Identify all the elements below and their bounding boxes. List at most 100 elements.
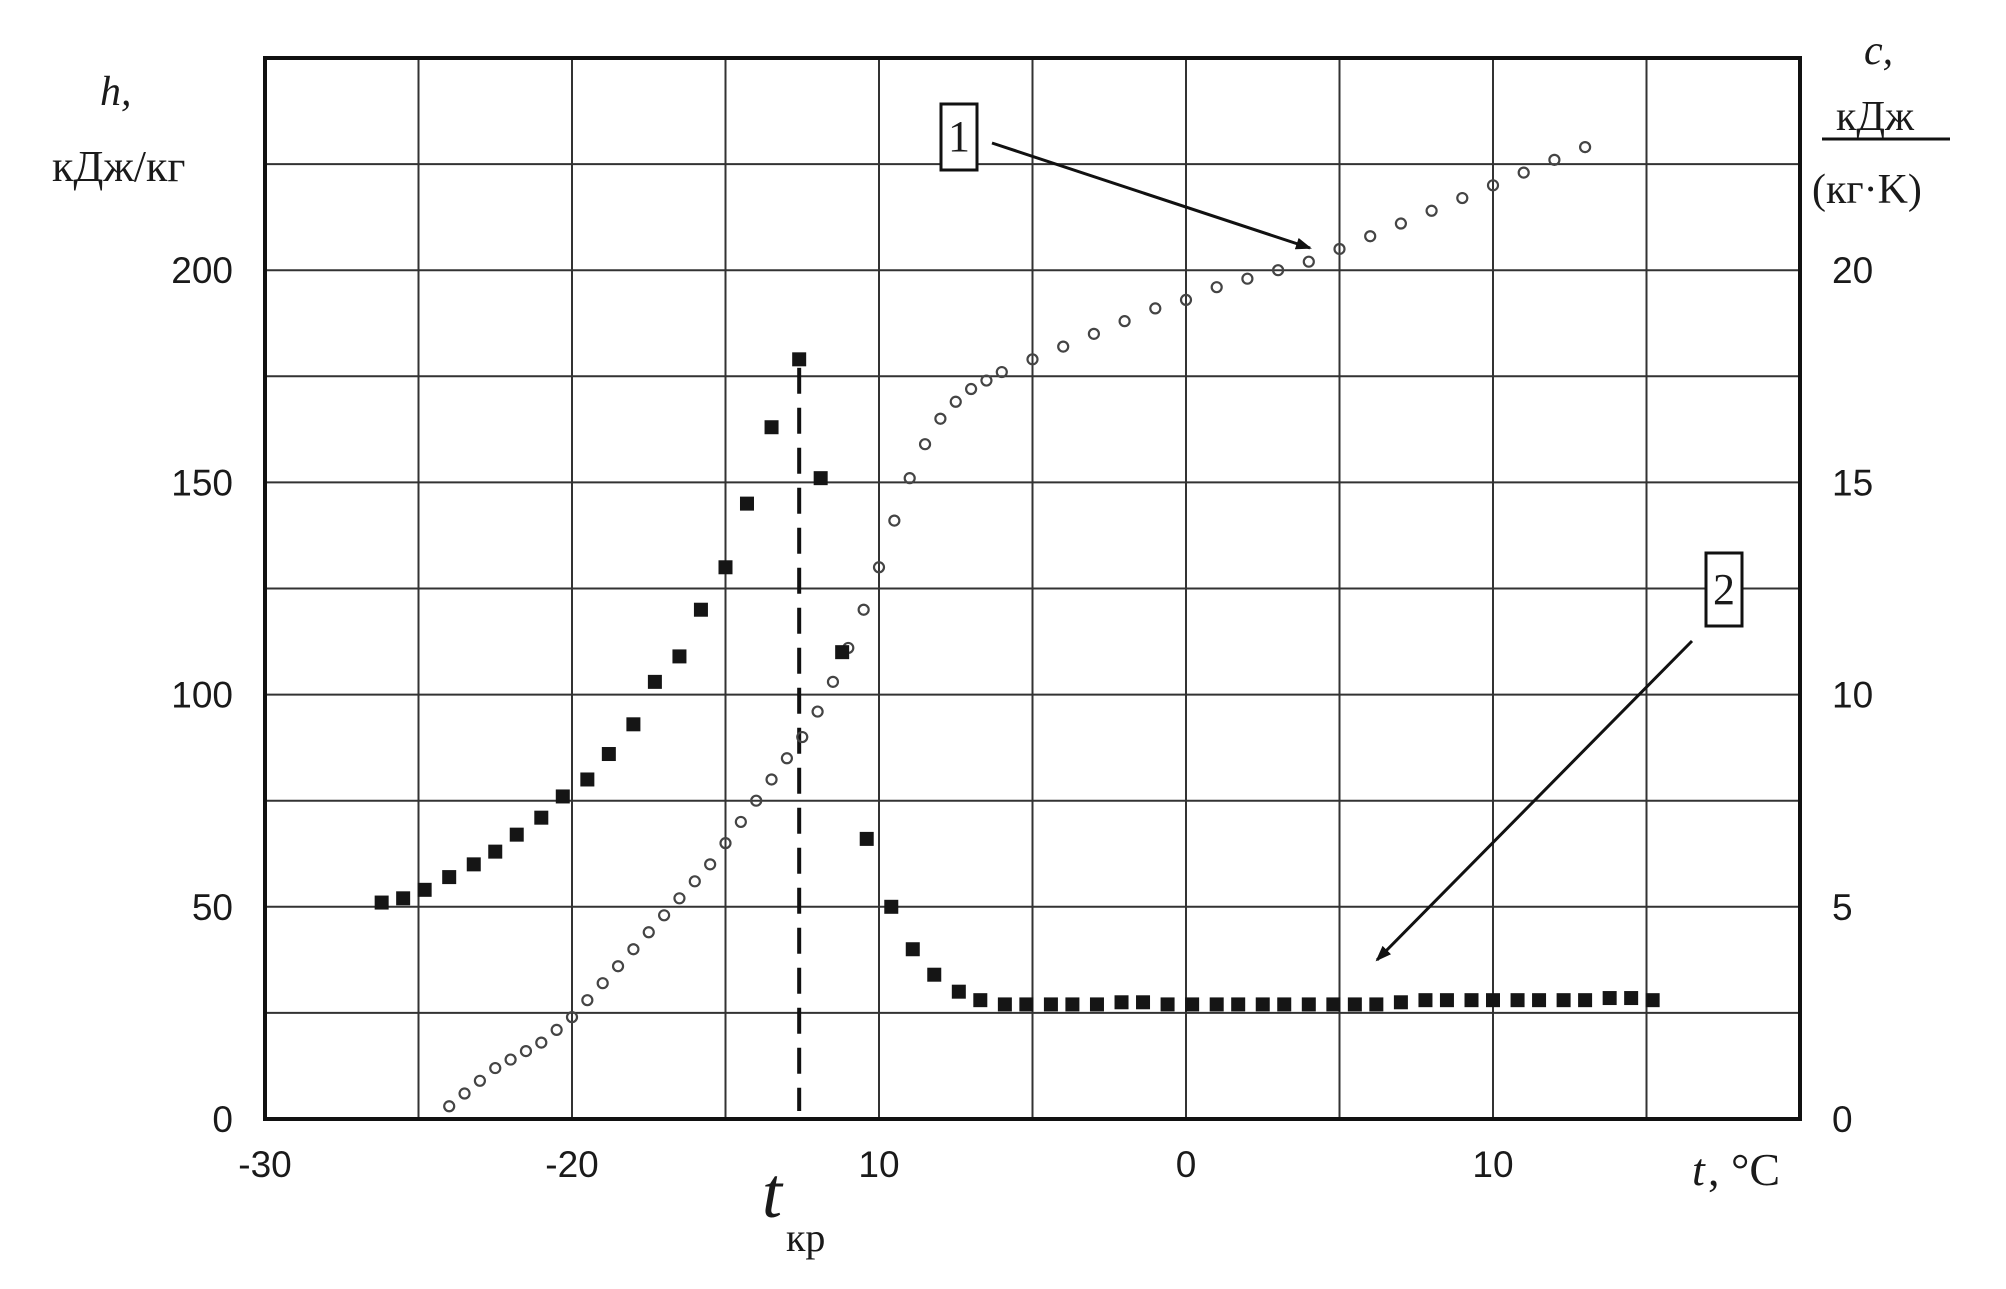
series-1-point [1394, 217, 1408, 230]
series-1-point [1057, 340, 1070, 353]
y-right-tick-label: 10 [1832, 675, 1873, 716]
series-2-point [1160, 997, 1175, 1012]
series-1-point [1179, 293, 1193, 307]
series-2-point [374, 895, 389, 910]
series-1-point [1241, 272, 1254, 285]
series-2-heat-capacity [374, 352, 1660, 1012]
series-1-point [826, 675, 840, 688]
series-1-point [1548, 153, 1561, 166]
series-2-point [1136, 995, 1151, 1010]
series-2-point [534, 810, 549, 825]
series-1-point [458, 1087, 471, 1100]
series-2-point [1114, 995, 1129, 1010]
series-1-point [1517, 166, 1530, 179]
series-1-point [535, 1036, 548, 1049]
series-1-point [519, 1044, 533, 1058]
callout-1-label: 1 [948, 112, 970, 161]
series-2-point [1089, 997, 1104, 1012]
series-2-point [859, 831, 874, 846]
critical-temp-label-main: t [762, 1153, 784, 1233]
y-right-tick-label: 15 [1832, 462, 1873, 503]
series-1-point [811, 705, 824, 718]
series-2-point [997, 997, 1012, 1012]
x-label-var: t [1692, 1144, 1706, 1195]
series-2-point [1369, 997, 1384, 1012]
series-1-point [1333, 242, 1346, 256]
series-2-point [813, 471, 828, 486]
series-2-point [1255, 997, 1270, 1012]
y-right-label-num: кДж [1836, 94, 1915, 140]
series-2-point [417, 882, 432, 897]
series-1-point [1118, 315, 1131, 328]
series-1-point [1149, 302, 1162, 315]
series-2-point [1486, 993, 1500, 1008]
series-1-point [765, 773, 778, 786]
x-tick-label: 0 [1176, 1144, 1197, 1185]
series-2-point [580, 772, 595, 787]
series-1-point [1087, 327, 1101, 340]
callouts: 12 [939, 102, 1744, 962]
series-2-point [1326, 997, 1341, 1012]
series-1-point [903, 472, 916, 485]
series-1-point [688, 875, 701, 888]
x-tick-label: 10 [858, 1144, 899, 1185]
series-1-point [964, 382, 978, 396]
series-2-point [1624, 991, 1639, 1006]
critical-temp-label-sub: кр [786, 1215, 825, 1260]
series-1-point [1302, 255, 1315, 268]
series-1-point [872, 561, 886, 574]
x-tick-label: -20 [545, 1144, 598, 1185]
series-2-point [1209, 997, 1224, 1012]
series-2-point [601, 747, 616, 762]
callout-2-box [1704, 551, 1744, 628]
series-1-point [704, 858, 717, 871]
y-left-tick-label: 50 [192, 887, 233, 928]
series-1-point [443, 1100, 456, 1113]
series-1-point [596, 977, 609, 990]
series-1-point [489, 1061, 502, 1075]
y-right-tick-label: 0 [1832, 1099, 1853, 1140]
series-1-point [1210, 281, 1223, 294]
series-2-point [396, 891, 411, 906]
y-left-label-unit: кДж/кг [52, 142, 185, 191]
series-2-point [1532, 993, 1547, 1008]
series-2-point [973, 993, 988, 1008]
x-label-unit: , °C [1708, 1144, 1780, 1195]
series-1-point [565, 1011, 579, 1024]
series-2-point [1645, 993, 1660, 1008]
series-2-point [951, 984, 966, 999]
series-1-point [504, 1053, 517, 1066]
series-2-point [1019, 997, 1034, 1012]
series-2-point [1464, 993, 1479, 1008]
series-1-point [1026, 353, 1039, 366]
series-1-point [719, 837, 732, 850]
series-1-point [750, 794, 763, 807]
series-2-point [1510, 993, 1525, 1008]
series-2-point [1556, 993, 1571, 1008]
series-1-point [550, 1023, 563, 1036]
y-right-tick-label: 20 [1832, 250, 1873, 291]
series-1-point [1456, 191, 1469, 205]
series-2-point [442, 870, 457, 885]
series-2-point [488, 844, 503, 859]
series-1-point [611, 960, 625, 973]
series-2-point [1393, 995, 1408, 1010]
series-1-point [1425, 204, 1438, 217]
y-left-tick-label: 100 [171, 675, 233, 716]
series-1-point [673, 892, 686, 905]
series-2-point [1418, 993, 1433, 1008]
x-tick-label: 10 [1472, 1144, 1513, 1185]
series-1-point [1486, 179, 1500, 192]
y-right-tick-label: 5 [1832, 887, 1853, 928]
y-right-label-den: (кг·K) [1812, 167, 1922, 213]
series-2-point [835, 645, 850, 660]
callout-2-arrow [1375, 639, 1694, 962]
series-1-point [980, 374, 993, 387]
series-1-point [734, 815, 747, 829]
series-1-enthalpy [443, 141, 1592, 1113]
series-1-point [857, 603, 870, 616]
series-1-point [581, 994, 594, 1007]
series-2-point [672, 649, 687, 664]
series-1-point [934, 412, 947, 425]
